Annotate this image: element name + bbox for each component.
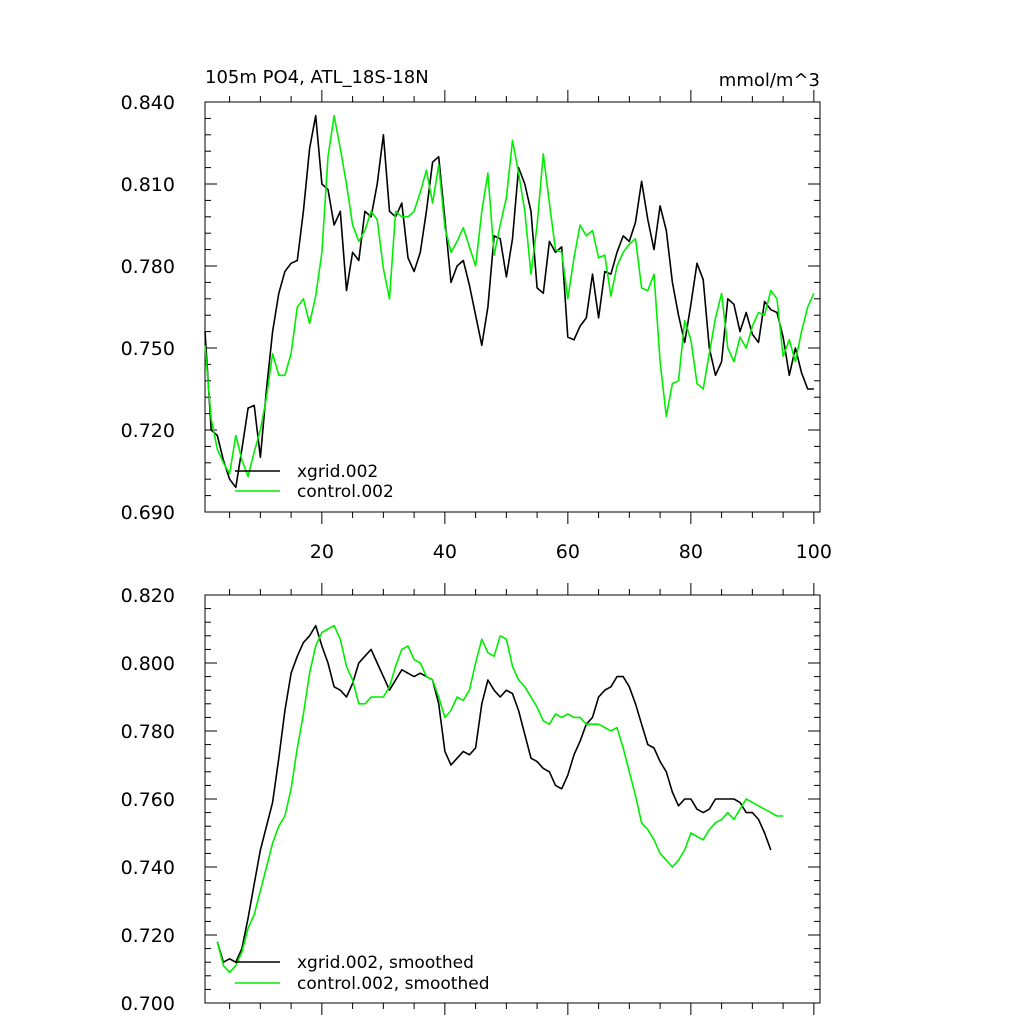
legend-label-control-smoothed: control.002, smoothed	[297, 974, 490, 994]
legend-label-control: control.002	[297, 482, 394, 502]
top-plot-ticks: 0.690 0.720 0.750 0.780 0.810 0.840 20 40 60 80 10…	[121, 90, 832, 563]
top-plot-title: 105m PO4, ATL_18S-18N	[205, 67, 429, 88]
top-plot-xtick-label: 60	[556, 541, 580, 563]
bottom-plot-series-control-002-smoothed	[216, 624, 784, 974]
top-plot-ytick-label: 0.780	[121, 256, 175, 278]
bottom-plot-series-xgrid-002-smoothed	[216, 624, 772, 964]
bottom-plot-ytick-label: 0.720	[121, 925, 175, 947]
top-plot-xtick-label: 20	[310, 541, 334, 563]
top-plot-panel: 105m PO4, ATL_18S-18N mmol/m^3 0.690 0.72…	[121, 67, 832, 563]
top-plot-series-xgrid-002	[204, 114, 814, 489]
bottom-plot-ticks: 0.700 0.720 0.740 0.760 0.780 0.800 0.820	[121, 583, 820, 1015]
top-plot-xtick-label: 40	[433, 541, 457, 563]
top-plot-series	[204, 114, 815, 489]
legend-label-xgrid-smoothed: xgrid.002, smoothed	[297, 953, 474, 973]
bottom-plot-panel: 0.700 0.720 0.740 0.760 0.780 0.800 0.820 xgri…	[121, 583, 821, 1015]
bottom-plot-ytick-label: 0.760	[121, 789, 175, 811]
top-plot-frame	[204, 101, 821, 513]
top-plot-xtick-label: 100	[796, 541, 832, 563]
top-plot-series-control-002	[204, 114, 815, 478]
top-plot-ytick-label: 0.720	[121, 420, 175, 442]
top-plot-legend: xgrid.002 control.002	[235, 462, 394, 502]
top-plot-xtick-label: 80	[679, 541, 703, 563]
top-plot-ytick-label: 0.840	[121, 92, 175, 114]
top-plot-ytick-label: 0.750	[121, 338, 175, 360]
top-plot-units: mmol/m^3	[719, 70, 820, 91]
bottom-plot-series	[216, 624, 784, 974]
bottom-plot-legend: xgrid.002, smoothed control.002, smoothe…	[235, 953, 490, 994]
bottom-plot-ytick-label: 0.700	[121, 993, 175, 1015]
bottom-plot-ytick-label: 0.820	[121, 585, 175, 607]
bottom-plot-ytick-label: 0.800	[121, 653, 175, 675]
top-plot-ytick-label: 0.690	[121, 502, 175, 524]
top-plot-ytick-label: 0.810	[121, 174, 175, 196]
bottom-plot-ytick-label: 0.740	[121, 857, 175, 879]
legend-label-xgrid: xgrid.002	[297, 462, 378, 482]
bottom-plot-ytick-label: 0.780	[121, 721, 175, 743]
